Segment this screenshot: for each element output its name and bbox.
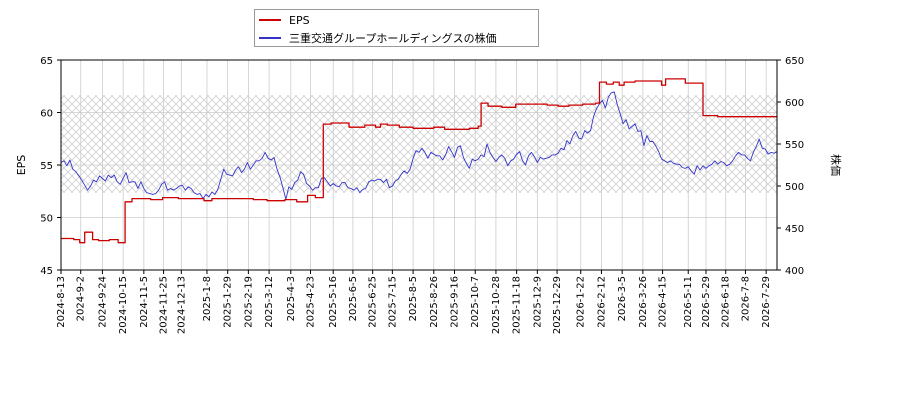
series-layer (60, 78, 778, 244)
right-axis-title: 株価 (829, 154, 843, 176)
x-tick-label: 2025-10-28 (491, 276, 502, 334)
x-tick-label: 2025-1-29 (223, 276, 234, 328)
gridlines (60, 59, 777, 271)
x-tick-label: 2026-3-26 (638, 276, 649, 328)
x-tick-label: 2025-6-25 (368, 276, 379, 328)
x-tick-label: 2025-12-29 (552, 276, 563, 334)
x-tick-label: 2025-4-23 (306, 276, 317, 328)
x-tick-label: 2025-7-15 (387, 276, 398, 328)
right-tick-label: 450 (785, 224, 804, 235)
right-tick-label: 650 (785, 56, 804, 67)
right-tick-label: 400 (785, 266, 804, 277)
right-tick-label: 600 (785, 98, 804, 109)
x-tick-label: 2026-1-22 (576, 276, 587, 328)
x-tick-label: 2026-5-11 (683, 276, 694, 328)
legend-swatch-eps (259, 19, 281, 21)
x-tick-label: 2024-9-2 (76, 276, 87, 321)
x-tick-label: 2025-9-16 (450, 276, 461, 328)
right-tick-label: 500 (785, 182, 804, 193)
legend-label-stock-price: 三重交通グループホールディングスの株価 (289, 32, 497, 45)
x-tick-label: 2026-4-15 (658, 276, 669, 328)
x-tick-label: 2025-2-19 (243, 276, 254, 328)
x-tick-label: 2025-10-7 (470, 276, 481, 328)
shaded-band (61, 95, 777, 193)
x-tick-label: 2025-8-5 (408, 276, 419, 321)
legend: EPS 三重交通グループホールディングスの株価 (254, 9, 539, 47)
series-line-eps (61, 78, 777, 244)
x-tick-label: 2025-11-18 (512, 276, 523, 334)
right-axis: 400 450 500 550 600 650 (777, 56, 804, 277)
series-line-stock-price (60, 91, 778, 200)
x-tick-label: 2026-6-18 (721, 276, 732, 328)
x-tick-label: 2024-8-13 (56, 276, 67, 328)
x-tick-label: 2026-2-12 (596, 276, 607, 328)
x-tick-label: 2025-6-5 (348, 276, 359, 321)
x-tick-label: 2026-5-29 (701, 276, 712, 328)
left-tick-label: 65 (40, 56, 53, 67)
x-tick-label: 2026-7-29 (761, 276, 772, 328)
x-tick-label: 2024-10-15 (118, 276, 129, 334)
left-axis-title: EPS (15, 155, 28, 176)
right-tick-label: 550 (785, 140, 804, 151)
x-tick-label: 2025-3-12 (264, 276, 275, 328)
x-tick-label: 2025-12-9 (532, 276, 543, 328)
x-tick-label: 2024-12-13 (176, 276, 187, 334)
x-tick-label: 2025-8-26 (429, 276, 440, 328)
x-tick-label: 2024-9-24 (97, 276, 108, 328)
legend-swatch-stock-price (259, 37, 281, 39)
legend-label-eps: EPS (289, 13, 310, 27)
left-tick-label: 60 (40, 109, 53, 120)
x-tick-label: 2026-7-8 (740, 276, 751, 321)
left-axis: 45 50 55 60 65 (40, 56, 61, 277)
legend-item-stock-price: 三重交通グループホールディングスの株価 (259, 30, 497, 46)
x-tick-label: 2024-11-5 (139, 276, 150, 328)
x-tick-label: 2026-3-5 (617, 276, 628, 321)
x-axis: 2024-8-13 2024-9-2 2024-9-24 2024-10-15 2024… (56, 270, 772, 334)
x-tick-label: 2025-5-16 (328, 276, 339, 328)
legend-item-eps: EPS (259, 12, 310, 28)
x-tick-label: 2024-11-25 (159, 276, 170, 334)
x-tick-label: 2025-4-3 (286, 276, 297, 321)
x-tick-label: 2025-1-8 (202, 276, 213, 321)
left-tick-label: 55 (40, 161, 53, 172)
left-tick-label: 50 (40, 214, 53, 225)
left-tick-label: 45 (40, 266, 53, 277)
